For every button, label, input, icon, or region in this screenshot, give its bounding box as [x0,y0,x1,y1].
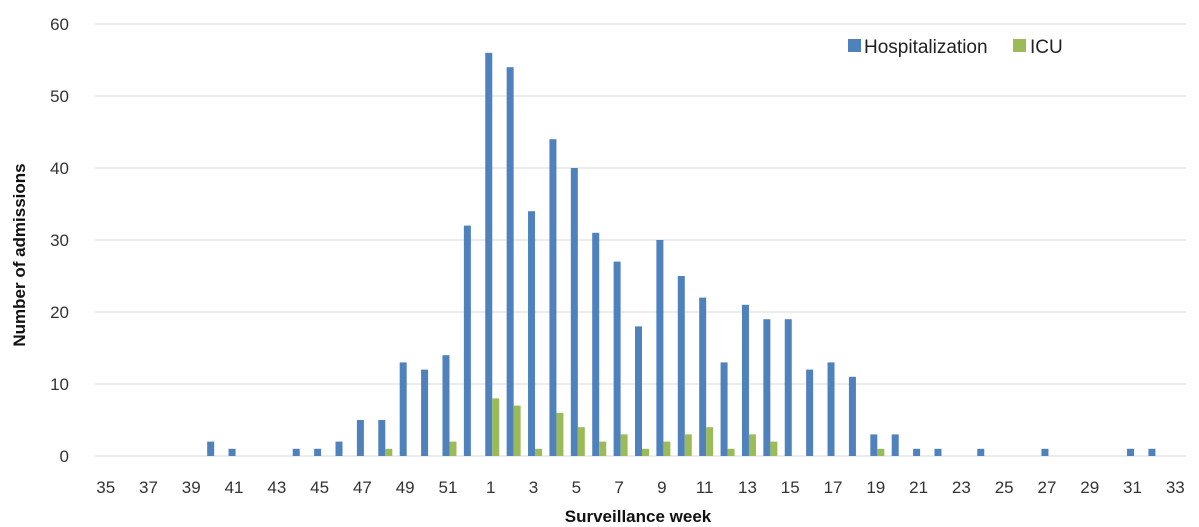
x-tick-label: 39 [182,478,201,497]
bar-hospitalization-19 [870,434,878,456]
x-tick-label: 25 [995,478,1014,497]
bar-hospitalization-8 [635,326,642,456]
bar-hospitalization-6 [592,232,600,456]
x-tick-label: 9 [657,478,666,497]
bar-icu-9 [663,441,671,456]
bars [207,52,1156,457]
bar-icu-3 [535,448,543,456]
bar-hospitalization-11 [699,297,707,456]
y-tick-label: 20 [50,303,69,322]
bar-icu-19 [877,448,885,456]
bar-hospitalization-46 [335,441,343,456]
x-tick-label: 21 [909,478,928,497]
y-tick-label: 40 [50,159,69,178]
bar-icu-8 [642,448,649,456]
x-axis-ticks: 35 37 39 41 43 45 47 49 51 1 3 5 7 9 11 13 15 17 19 21 23 25 2… [96,478,1185,497]
bar-icu-7 [620,434,628,456]
bar-hospitalization-7 [613,261,621,456]
legend-label-hospitalization: Hospitalization [864,37,988,58]
x-tick-label: 31 [1123,478,1142,497]
x-tick-label: 13 [738,478,757,497]
x-tick-label: 5 [572,478,581,497]
x-tick-label: 41 [225,478,244,497]
y-tick-label: 0 [60,447,69,466]
bar-hospitalization-3 [528,211,536,456]
bar-hospitalization-18 [848,376,856,456]
bar-hospitalization-15 [784,319,792,456]
bar-hospitalization-9 [656,240,664,456]
legend-swatch-hospitalization [848,39,861,52]
y-tick-label: 30 [50,231,69,250]
bar-hospitalization-47 [356,420,364,456]
bar-hospitalization-21 [913,448,921,456]
bar-hospitalization-40 [207,441,215,456]
bar-icu-6 [599,441,607,456]
bar-icu-4 [556,412,564,456]
bar-hospitalization-22 [934,448,942,456]
x-tick-label: 47 [353,478,372,497]
bar-hospitalization-4 [549,139,557,456]
bar-hospitalization-2 [506,67,514,456]
bar-hospitalization-48 [378,420,386,456]
bar-hospitalization-20 [891,434,899,456]
y-axis-ticks: 0 10 20 30 40 50 60 [50,15,69,466]
x-tick-label: 43 [267,478,286,497]
bar-icu-51 [449,441,457,456]
legend: Hospitalization ICU [848,37,1063,58]
bar-hospitalization-44 [292,448,300,456]
x-tick-label: 11 [696,478,714,497]
x-tick-label: 29 [1080,478,1099,497]
x-tick-label: 51 [439,478,458,497]
x-tick-label: 15 [781,478,800,497]
x-tick-label: 35 [96,478,115,497]
bar-hospitalization-13 [741,304,749,456]
x-tick-label: 19 [866,478,885,497]
bar-icu-5 [577,427,585,456]
x-tick-label: 17 [824,478,843,497]
x-axis-title: Surveillance week [565,507,712,526]
bar-hospitalization-10 [677,276,685,456]
bar-hospitalization-27 [1041,448,1049,456]
bar-hospitalization-5 [570,168,578,456]
bar-hospitalization-49 [399,362,407,456]
legend-swatch-icu [1013,39,1026,52]
legend-label-icu: ICU [1030,37,1063,58]
bar-icu-13 [748,434,756,456]
y-tick-label: 10 [50,375,69,394]
x-tick-label: 49 [396,478,415,497]
x-tick-label: 1 [486,478,495,497]
bar-hospitalization-45 [314,448,322,456]
bar-hospitalization-24 [977,448,985,456]
bar-icu-1 [492,398,500,456]
bar-icu-10 [684,434,692,456]
bar-hospitalization-16 [806,369,814,456]
bar-icu-48 [385,448,393,456]
bar-hospitalization-31 [1127,448,1135,456]
x-tick-label: 37 [139,478,158,497]
bar-icu-2 [513,405,521,456]
bar-hospitalization-41 [228,448,236,456]
x-tick-label: 23 [952,478,971,497]
x-tick-label: 7 [614,478,623,497]
x-tick-label: 3 [529,478,538,497]
bar-icu-12 [727,448,735,456]
gridlines [95,23,1186,457]
bar-hospitalization-1 [485,52,493,457]
x-tick-label: 45 [310,478,329,497]
y-tick-label: 50 [50,87,69,106]
bar-hospitalization-50 [421,369,429,456]
bar-icu-14 [770,441,778,456]
y-tick-label: 60 [50,15,69,34]
bar-hospitalization-52 [463,225,471,456]
bar-hospitalization-17 [827,362,835,456]
y-axis-title: Number of admissions [10,163,29,346]
x-tick-label: 33 [1166,478,1185,497]
bar-hospitalization-51 [442,355,450,456]
x-tick-label: 27 [1037,478,1056,497]
bar-icu-11 [706,427,714,456]
bar-hospitalization-12 [720,362,728,456]
bar-hospitalization-32 [1148,448,1156,456]
bar-hospitalization-14 [763,319,771,456]
